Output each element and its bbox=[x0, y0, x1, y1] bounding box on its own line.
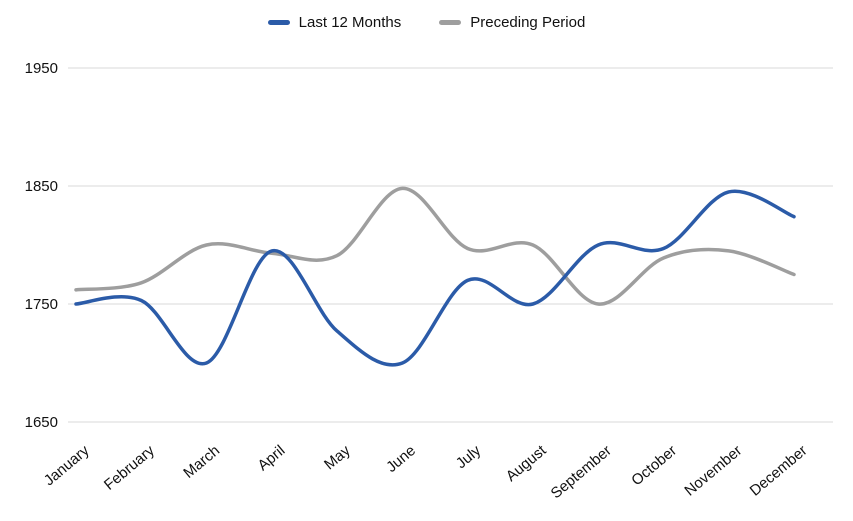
chart-legend: Last 12 Months Preceding Period bbox=[0, 14, 853, 31]
x-axis-label-august: August bbox=[503, 442, 550, 486]
legend-item-last-12-months: Last 12 Months bbox=[267, 14, 402, 31]
x-axis-label-march: March bbox=[180, 442, 223, 482]
x-axis-label-june: June bbox=[383, 442, 419, 476]
x-axis-label-september: September bbox=[548, 442, 615, 502]
x-axis-label-january: January bbox=[41, 442, 93, 490]
y-tick-label-1950: 1950 bbox=[25, 60, 58, 77]
x-axis-label-october: October bbox=[628, 442, 680, 489]
series-line-last-12-months[interactable] bbox=[74, 189, 796, 367]
legend-label-last-12-months: Last 12 Months bbox=[298, 14, 402, 31]
x-axis-label-july: July bbox=[453, 442, 485, 472]
x-axis-label-december: December bbox=[747, 442, 811, 500]
y-tick-label-1750: 1750 bbox=[25, 296, 58, 313]
y-tick-label-1650: 1650 bbox=[25, 414, 58, 431]
x-axis-label-may: May bbox=[321, 442, 354, 474]
x-axis-label-november: November bbox=[681, 442, 745, 500]
legend-label-preceding-period: Preceding Period bbox=[470, 14, 586, 31]
x-axis-label-february: February bbox=[101, 442, 158, 494]
x-axis-label-april: April bbox=[254, 442, 288, 474]
legend-swatch-preceding-period bbox=[439, 20, 462, 25]
legend-item-preceding-period: Preceding Period bbox=[439, 14, 585, 31]
series-line-preceding-period[interactable] bbox=[74, 186, 796, 306]
legend-swatch-last-12-months bbox=[267, 20, 290, 25]
y-tick-label-1850: 1850 bbox=[25, 178, 58, 195]
